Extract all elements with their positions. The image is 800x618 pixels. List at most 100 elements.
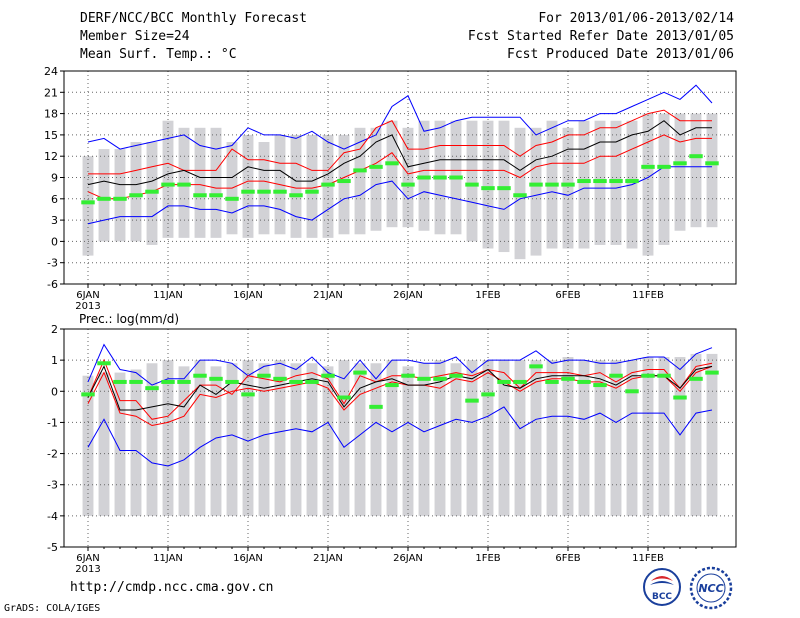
observed-mark: [465, 182, 479, 187]
observed-mark: [385, 383, 399, 388]
observed-mark: [209, 193, 223, 198]
y-tick-label: 21: [44, 86, 58, 99]
observed-mark: [145, 386, 159, 391]
climate-bar: [114, 149, 126, 242]
observed-mark: [193, 193, 207, 198]
climate-bar: [466, 120, 478, 242]
y-tick-label: 24: [44, 65, 58, 78]
climate-bar: [562, 127, 574, 249]
climate-bar: [690, 353, 702, 516]
climate-bar: [482, 120, 494, 249]
climate-bar: [354, 127, 366, 235]
observed-mark: [513, 193, 527, 198]
climate-bar: [658, 113, 670, 245]
observed-mark: [689, 376, 703, 381]
climate-bar: [386, 120, 398, 228]
x-tick-label: 1FEB: [475, 553, 500, 564]
observed-mark: [113, 196, 127, 201]
y-tick-label: 1: [51, 354, 58, 367]
x-tick-label: 26JAN: [393, 290, 423, 301]
observed-mark: [593, 383, 607, 388]
climate-bar: [434, 360, 446, 516]
observed-mark: [449, 175, 463, 180]
observed-mark: [81, 200, 95, 205]
climate-bar: [674, 357, 686, 516]
observed-mark: [97, 361, 111, 366]
observed-mark: [689, 154, 703, 159]
series-line-mean: [87, 365, 713, 411]
y-tick-label: 2: [51, 323, 58, 336]
climate-bar: [98, 149, 110, 242]
climate-bar: [498, 360, 510, 516]
observed-mark: [705, 370, 719, 375]
y-tick-label: 0: [51, 235, 58, 248]
observed-mark: [609, 179, 623, 184]
observed-mark: [129, 379, 143, 384]
source-url[interactable]: http://cmdp.ncc.cma.gov.cn: [70, 580, 274, 595]
climate-bar: [114, 372, 126, 516]
climate-bar: [370, 363, 382, 516]
observed-mark: [593, 179, 607, 184]
observed-mark: [433, 175, 447, 180]
x-tick-label: 6FEB: [555, 290, 580, 301]
observed-mark: [193, 373, 207, 378]
climate-bar: [242, 134, 254, 238]
observed-mark: [145, 189, 159, 194]
climate-bar: [674, 113, 686, 231]
series-line-max: [87, 84, 713, 150]
climate-bar: [594, 360, 606, 516]
climate-bar: [98, 372, 110, 516]
observed-mark: [401, 182, 415, 187]
series-line-upper: [87, 358, 713, 420]
observed-mark: [369, 164, 383, 169]
series-line-lower: [87, 134, 712, 200]
climate-bar: [450, 363, 462, 516]
observed-mark: [625, 389, 639, 394]
series-line-max: [87, 343, 713, 386]
climate-bar: [578, 120, 590, 249]
climate-bar: [274, 360, 286, 516]
x-tick-label: 6JAN: [76, 290, 99, 301]
x-year-label: 2013: [75, 301, 100, 312]
climate-bar: [290, 134, 302, 238]
climate-bar: [370, 127, 382, 231]
x-tick-label: 11FEB: [632, 290, 664, 301]
climate-bar: [466, 360, 478, 516]
observed-mark: [321, 373, 335, 378]
grads-credit: GrADS: COLA/IGES: [4, 603, 101, 614]
observed-mark: [225, 379, 239, 384]
observed-mark: [673, 395, 687, 400]
climate-bar: [82, 156, 94, 256]
observed-mark: [401, 373, 415, 378]
observed-mark: [657, 164, 671, 169]
climate-bar: [530, 127, 542, 256]
climate-bar: [514, 360, 526, 516]
observed-mark: [353, 370, 367, 375]
observed-mark: [81, 392, 95, 397]
series-line-min: [87, 166, 712, 225]
y-tick-label: -6: [47, 278, 58, 291]
observed-mark: [337, 179, 351, 184]
climate-bar: [290, 363, 302, 516]
observed-mark: [545, 182, 559, 187]
y-tick-label: 15: [44, 129, 58, 142]
climate-bar: [642, 357, 654, 516]
observed-mark: [561, 376, 575, 381]
observed-mark: [465, 398, 479, 403]
climate-bar: [690, 113, 702, 228]
x-tick-label: 6JAN: [76, 553, 99, 564]
x-tick-label: 1FEB: [475, 290, 500, 301]
observed-mark: [481, 392, 495, 397]
climate-bar: [354, 363, 366, 516]
climate-bar: [130, 142, 142, 242]
y-tick-label: -5: [47, 541, 58, 554]
precipitation-title: Prec.: log(mm/d): [79, 312, 179, 326]
x-tick-label: 11JAN: [153, 553, 183, 564]
y-tick-label: 12: [44, 150, 58, 163]
forecast-period: For 2013/01/06-2013/02/14: [538, 11, 734, 26]
observed-mark: [385, 161, 399, 166]
climate-bar: [146, 363, 158, 516]
observed-mark: [289, 193, 303, 198]
